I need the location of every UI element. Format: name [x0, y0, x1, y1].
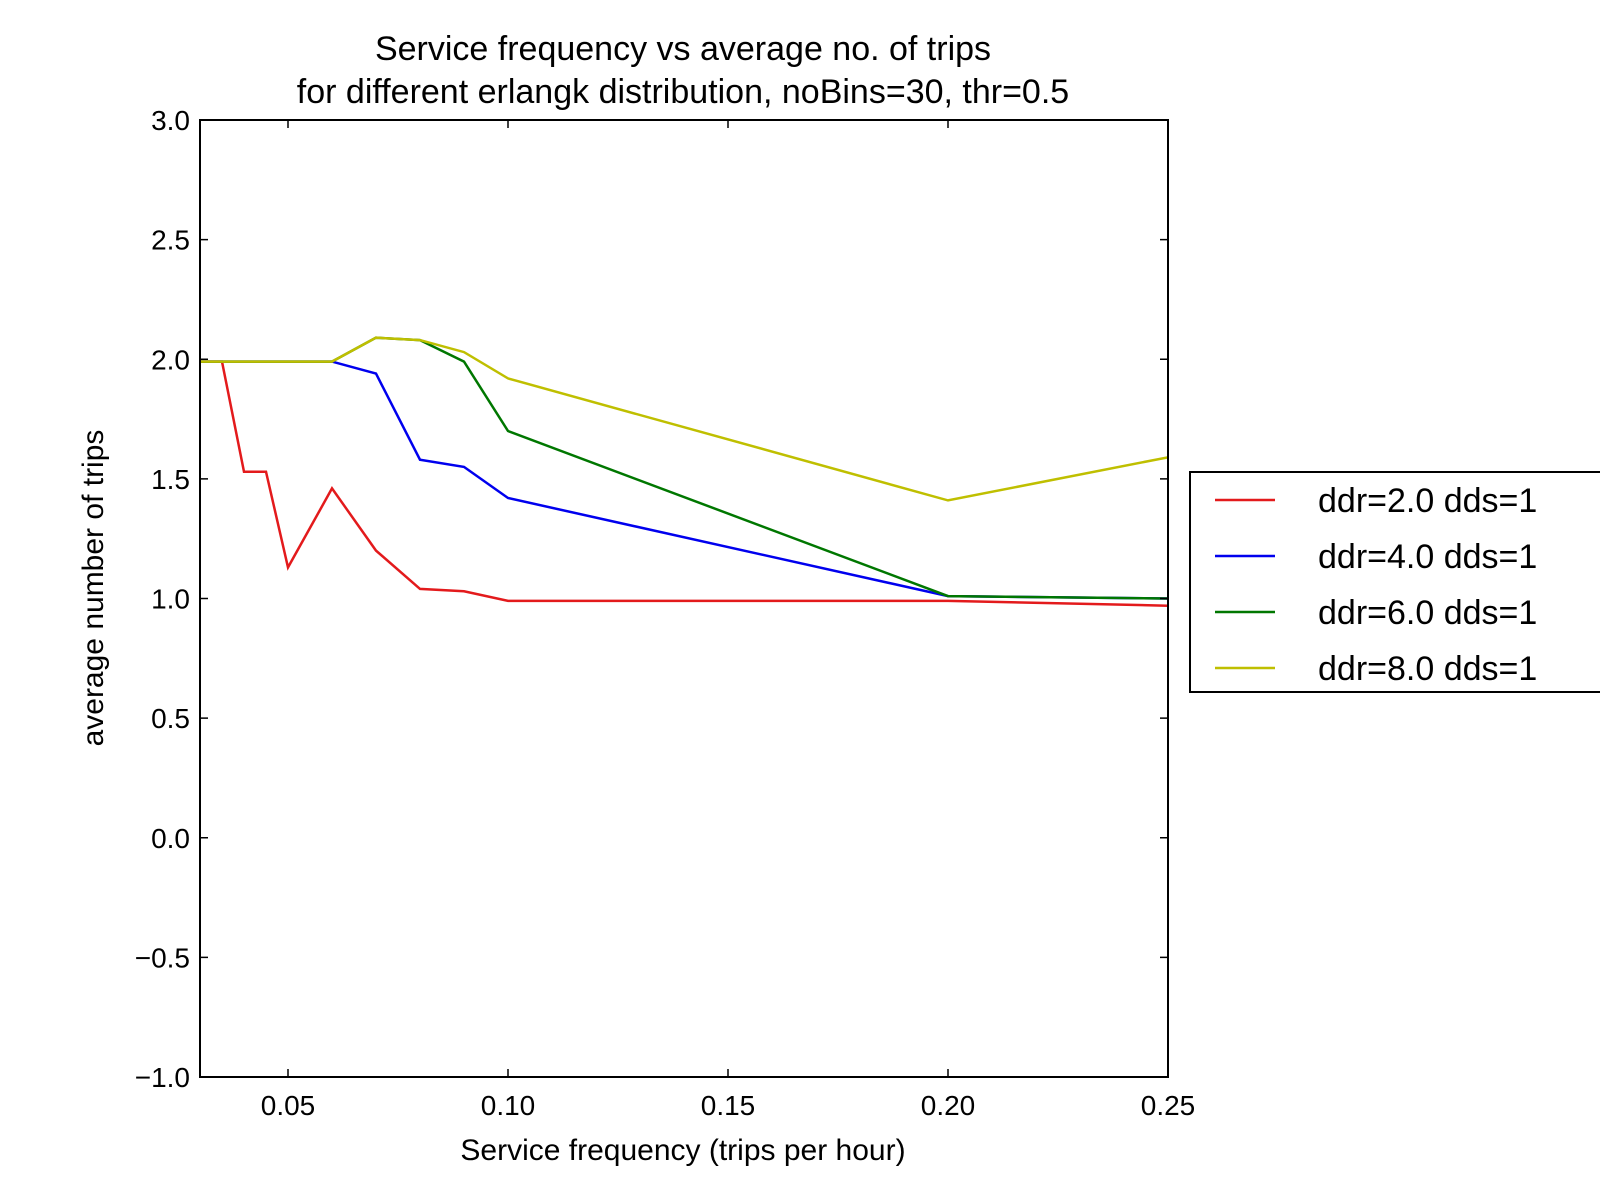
x-tick-label: 0.10	[481, 1090, 536, 1121]
series-line-3	[200, 336, 1168, 600]
legend-label-1: ddr=2.0 dds=1	[1318, 482, 1537, 520]
legend: ddr=2.0 dds=1 ddr=4.0 dds=1 ddr=6.0 dds=1 d…	[1189, 471, 1600, 693]
legend-label-4: ddr=8.0 dds=1	[1318, 650, 1537, 688]
series-line-2	[200, 360, 1168, 600]
legend-label-3: ddr=6.0 dds=1	[1318, 594, 1537, 632]
y-tick-label: 3.0	[151, 105, 190, 136]
series-layer	[200, 336, 1168, 607]
x-tick-label: 0.25	[1141, 1090, 1196, 1121]
x-tick-label: 0.15	[701, 1090, 756, 1121]
y-tick-label: −1.0	[135, 1062, 190, 1093]
y-tick-label: 0.0	[151, 823, 190, 854]
tick-layer: 0.05 0.10 0.15 0.20 0.25 −1.0 −0.5 0.0 0.5 1.0 1.5…	[135, 105, 1196, 1121]
plot-area	[199, 119, 1169, 1078]
chart-title: Service frequency vs average no. of trip…	[375, 30, 991, 68]
y-axis-label: average number of trips	[77, 430, 110, 747]
legend-box	[1189, 471, 1600, 693]
series-line-4	[200, 336, 1168, 502]
chart-subtitle: for different erlangk distribution, noBi…	[297, 73, 1069, 111]
y-tick-label: 0.5	[151, 703, 190, 734]
x-tick-label: 0.05	[261, 1090, 316, 1121]
y-tick-label: 1.0	[151, 584, 190, 615]
legend-label-2: ddr=4.0 dds=1	[1318, 538, 1537, 576]
x-axis-label: Service frequency (trips per hour)	[460, 1134, 905, 1167]
y-tick-label: 2.5	[151, 225, 190, 256]
y-tick-label: 1.5	[151, 464, 190, 495]
series-line-1	[200, 360, 1168, 607]
y-tick-label: 2.0	[151, 344, 190, 375]
y-tick-label: −0.5	[135, 942, 190, 973]
x-tick-label: 0.20	[921, 1090, 976, 1121]
